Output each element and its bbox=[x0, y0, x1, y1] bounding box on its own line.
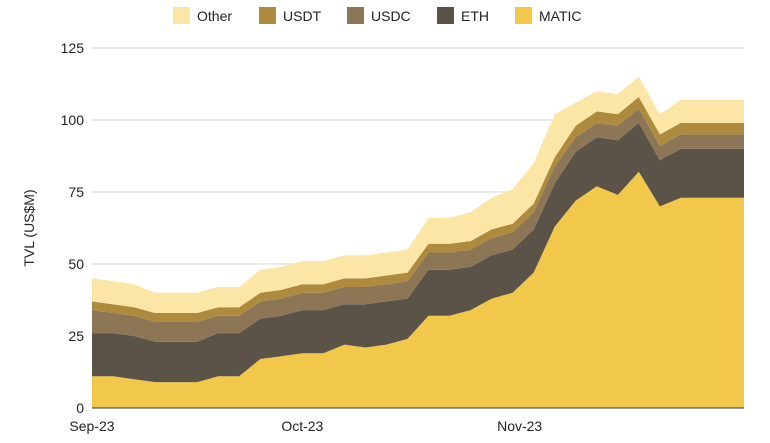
legend-swatch-usdt bbox=[259, 7, 276, 24]
legend-swatch-other bbox=[173, 7, 190, 24]
legend-label-other: Other bbox=[197, 8, 232, 24]
legend-swatch-usdc bbox=[347, 7, 364, 24]
x-tick-label: Oct-23 bbox=[281, 418, 323, 434]
x-tick-label: Sep-23 bbox=[69, 418, 114, 434]
legend-label-usdt: USDT bbox=[283, 8, 322, 24]
legend-label-eth: ETH bbox=[461, 8, 489, 24]
legend-label-usdc: USDC bbox=[371, 8, 411, 24]
area-series-matic bbox=[92, 171, 744, 408]
area-series-group bbox=[92, 76, 744, 408]
y-axis-title: TVL (US$M) bbox=[21, 189, 37, 266]
y-tick-label: 100 bbox=[61, 112, 85, 128]
legend-swatch-matic bbox=[515, 7, 532, 24]
y-tick-labels: 0 25 50 75 100 125 bbox=[61, 40, 85, 416]
y-tick-label: 75 bbox=[68, 184, 84, 200]
legend-swatch-eth bbox=[437, 7, 454, 24]
area-series-eth bbox=[92, 122, 744, 383]
x-tick-label: Nov-23 bbox=[497, 418, 542, 434]
y-tick-label: 0 bbox=[76, 400, 84, 416]
y-tick-label: 50 bbox=[68, 256, 84, 272]
y-tick-label: 25 bbox=[68, 328, 84, 344]
y-tick-label: 125 bbox=[61, 40, 85, 56]
legend: Other USDT USDC ETH MATIC bbox=[173, 7, 582, 24]
legend-label-matic: MATIC bbox=[539, 8, 582, 24]
x-tick-labels: Sep-23 Oct-23 Nov-23 bbox=[69, 418, 542, 434]
